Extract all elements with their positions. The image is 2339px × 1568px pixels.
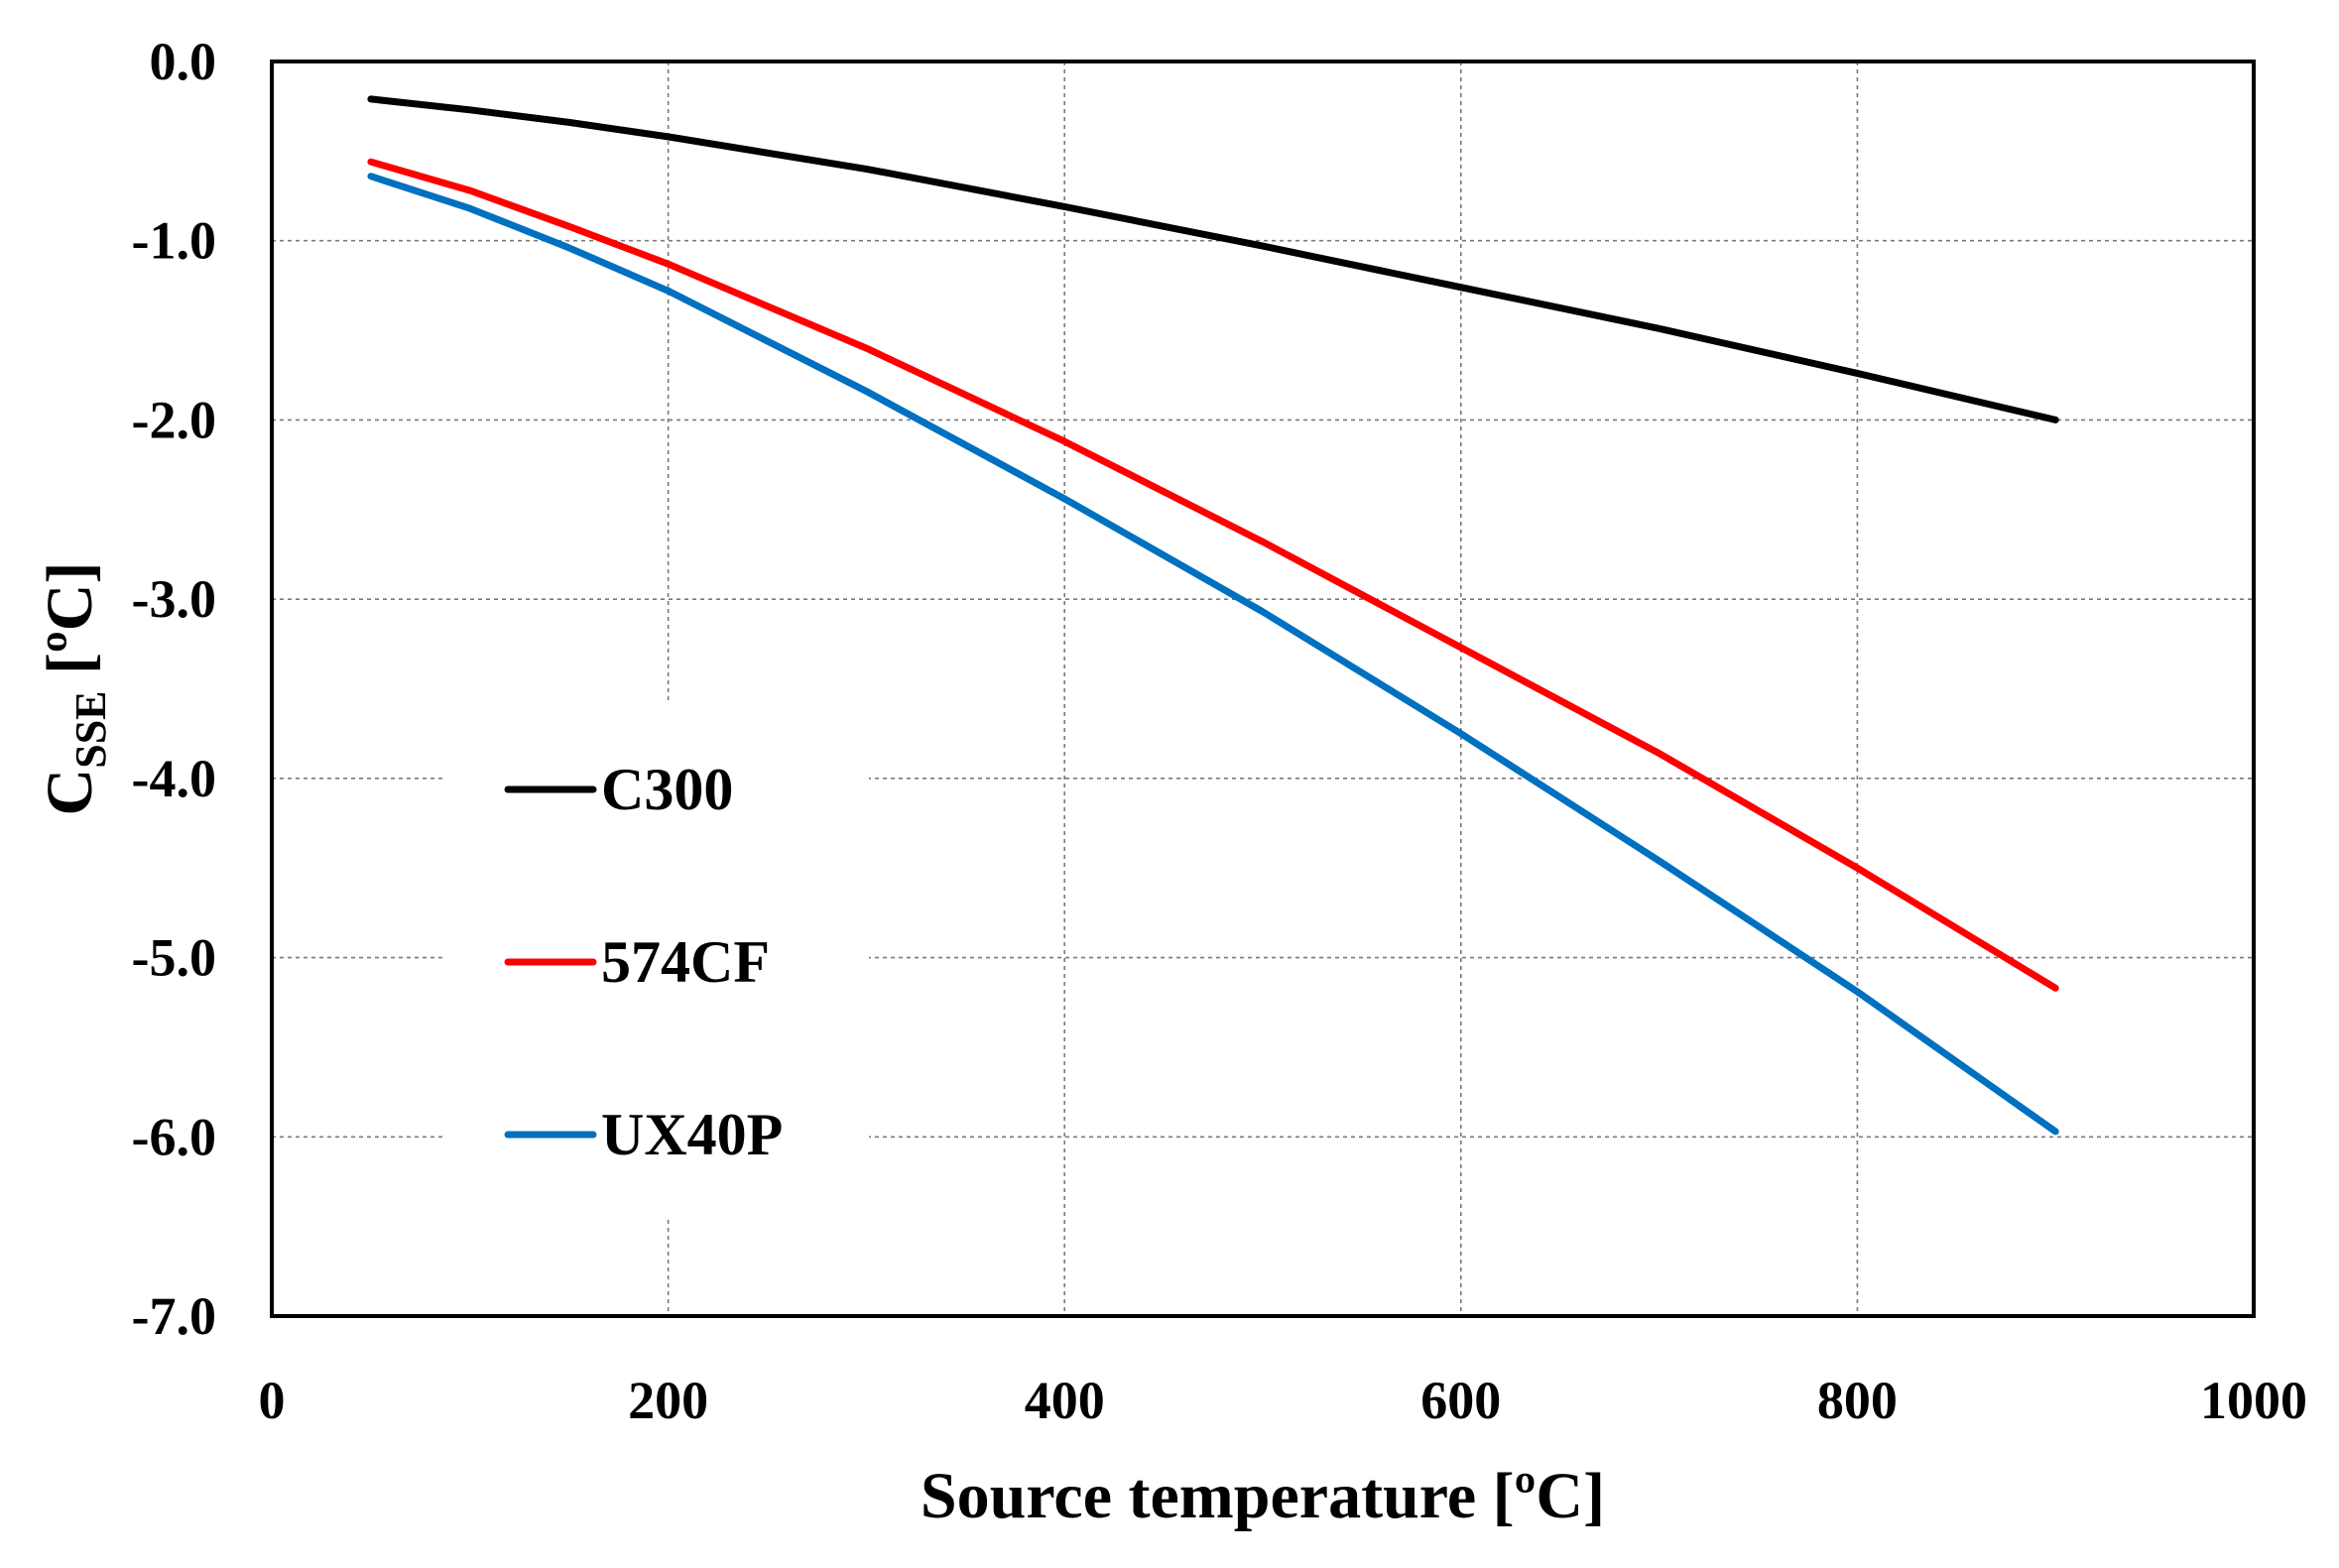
y-tick-label-3: -3.0	[132, 569, 216, 629]
legend-label-574cf: 574CF	[601, 929, 770, 995]
y-axis-title-unit: [ºC]	[34, 562, 106, 691]
y-tick-label-4: -4.0	[132, 749, 216, 808]
y-tick-label-5: -5.0	[132, 928, 216, 988]
series-lines	[367, 95, 2059, 1136]
legend-label-ux40p: UX40P	[601, 1102, 783, 1167]
legend: C300 574CF UX40P	[504, 757, 783, 1167]
y-tick-label-1: -1.0	[132, 211, 216, 271]
y-tick-label-7: -7.0	[132, 1286, 216, 1346]
y-tick-label-2: -2.0	[132, 390, 216, 449]
x-axis-title: Source temperature [ºC]	[921, 1460, 1605, 1532]
y-axis-title: CSSE [ºC]	[34, 562, 115, 816]
x-tick-label-5: 1000	[2200, 1371, 2307, 1430]
series-line-ux40p	[367, 173, 2059, 1136]
x-axis-tick-labels: 0 200 400 600 800 1000	[259, 1371, 2308, 1430]
y-tick-label-0: 0.0	[150, 32, 217, 91]
x-tick-label-1: 200	[628, 1371, 708, 1430]
grid-lines	[272, 61, 2254, 1316]
x-tick-label-0: 0	[259, 1371, 286, 1430]
y-tick-label-6: -6.0	[132, 1107, 216, 1166]
plot-area-frame	[270, 60, 2256, 1318]
series-line-574cf	[367, 158, 2059, 992]
y-axis-title-main: C	[34, 769, 106, 816]
series-line-c300	[367, 95, 2059, 423]
x-tick-label-4: 800	[1817, 1371, 1898, 1430]
x-tick-label-2: 400	[1025, 1371, 1105, 1430]
y-axis-title-subscript: SSE	[66, 690, 115, 768]
x-tick-label-3: 600	[1420, 1371, 1501, 1430]
y-axis-tick-labels: 0.0 -1.0 -2.0 -3.0 -4.0 -5.0 -6.0 -7.0	[132, 32, 216, 1346]
legend-label-c300: C300	[601, 757, 733, 822]
